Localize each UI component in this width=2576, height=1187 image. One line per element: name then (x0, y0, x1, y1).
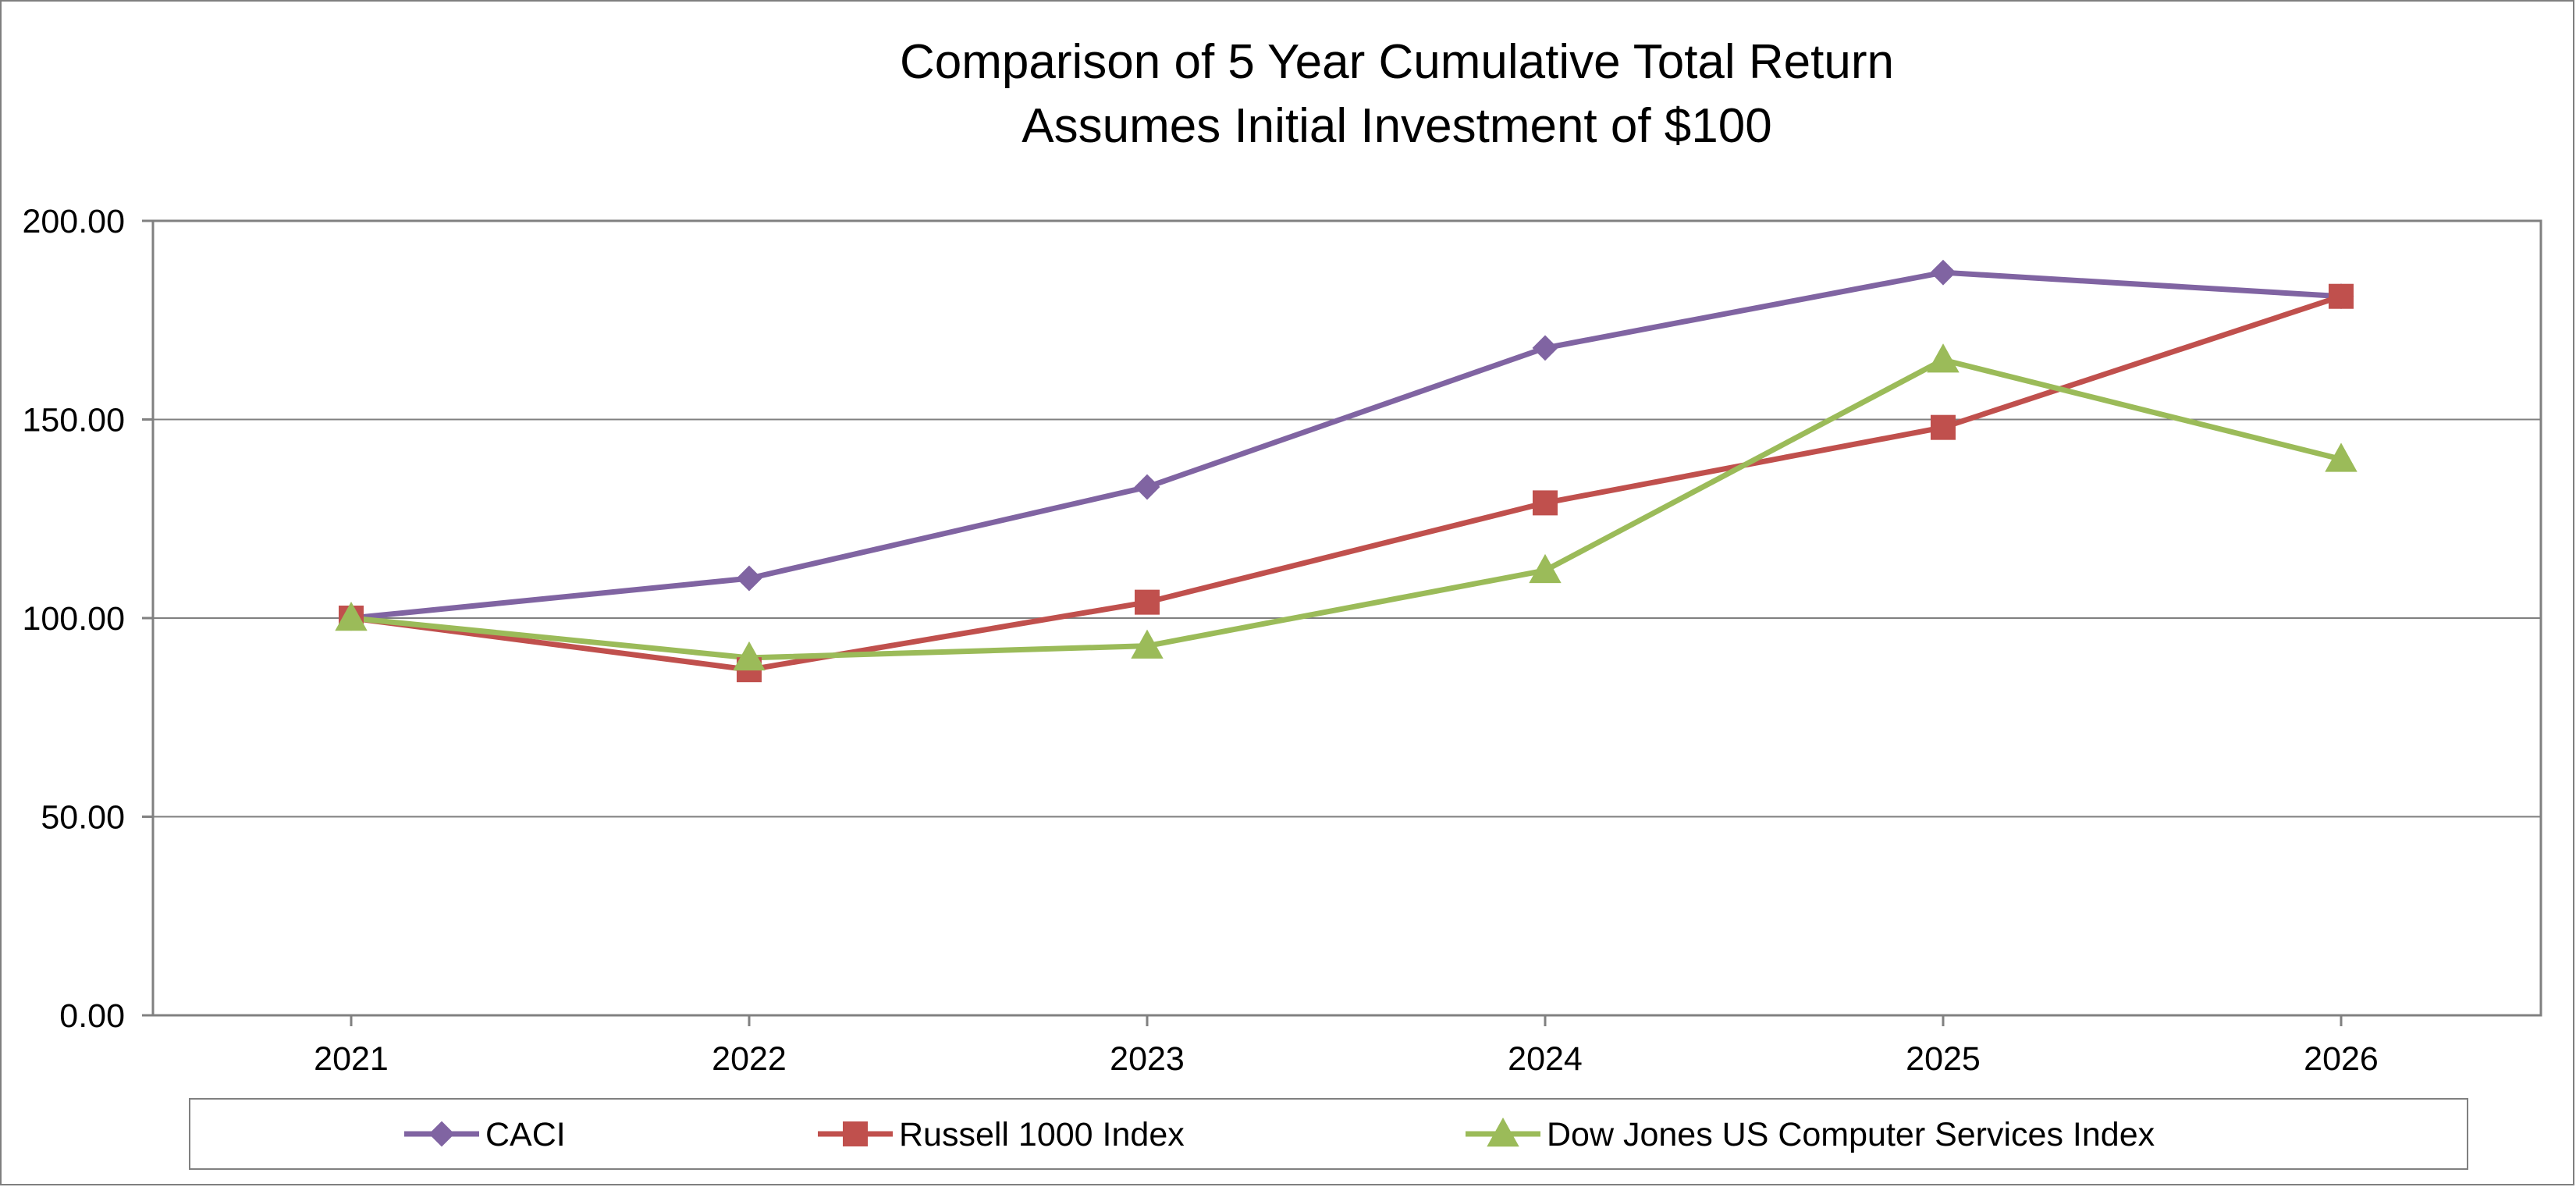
y-tick-label: 100.00 (22, 600, 125, 638)
series-line (350, 357, 2342, 661)
legend-entry: Dow Jones US Computer Services Index (1466, 1116, 2155, 1153)
data-point (1533, 490, 1558, 516)
series-line (350, 293, 2343, 673)
data-point (1134, 474, 1160, 500)
x-tick-label: 2023 (1110, 1040, 1185, 1078)
data-point (1930, 259, 1956, 286)
data-point (1927, 343, 1960, 373)
data-point (736, 565, 762, 592)
data-point (1931, 414, 1956, 440)
x-tick-label: 2026 (2304, 1040, 2379, 1078)
series-0 (350, 269, 2342, 621)
x-tick-label: 2024 (1508, 1040, 1583, 1078)
data-point (1529, 553, 1562, 584)
legend-box (189, 1098, 2468, 1170)
axes: 0.00 50.00 100.00 150.00 200.00 2021 2022 2023 2… (22, 203, 2378, 1078)
data-point (1532, 335, 1558, 361)
chart-title: Comparison of 5 Year Cumulative Total Re… (900, 35, 1894, 89)
data-point (1131, 629, 1164, 659)
y-tick-label: 150.00 (22, 402, 125, 439)
y-tick-label: 200.00 (22, 203, 125, 240)
legend: CACI Russell 1000 Index Dow Jones US Compu… (189, 1098, 2468, 1170)
data-point (1135, 589, 1160, 615)
legend-marker (428, 1121, 455, 1147)
series-line (350, 269, 2342, 621)
data-point (335, 601, 368, 631)
series-markers-1 (339, 283, 2354, 683)
data-point (2325, 442, 2357, 472)
x-tick-label: 2021 (314, 1040, 389, 1078)
x-tick-label: 2022 (712, 1040, 787, 1078)
legend-label: CACI (485, 1116, 566, 1153)
data-point (2329, 283, 2354, 309)
legend-label: Dow Jones US Computer Services Index (1547, 1116, 2155, 1153)
legend-label: Russell 1000 Index (899, 1116, 1185, 1153)
legend-marker (1487, 1117, 1519, 1147)
series-layer (335, 259, 2357, 683)
data-point (733, 641, 766, 671)
series-1 (350, 293, 2343, 673)
legend-marker (843, 1121, 868, 1146)
y-tick-label: 0.00 (59, 997, 125, 1035)
series-markers-2 (335, 343, 2357, 671)
legend-entry: CACI (404, 1116, 566, 1153)
chart-subtitle: Assumes Initial Investment of $100 (1022, 99, 1771, 153)
y-tick-label: 50.00 (41, 799, 125, 837)
series-2 (350, 357, 2342, 661)
x-tick-label: 2025 (1906, 1040, 1981, 1078)
legend-entry: Russell 1000 Index (818, 1116, 1185, 1153)
